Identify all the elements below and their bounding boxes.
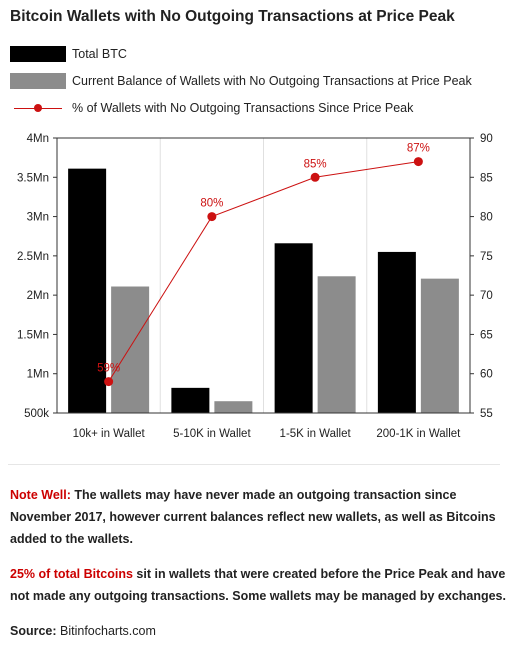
bar-total-btc [68,168,107,413]
percent-data-label: 80% [200,198,223,210]
legend-line-marker [10,101,66,115]
legend-item-total-btc: Total BTC [10,45,127,63]
y-right-tick-label: 80 [480,212,493,224]
note-text: The wallets may have never made an outgo… [10,488,496,546]
bar-total-btc [377,251,416,413]
y-right-tick-label: 90 [480,133,493,145]
bar-current-balance [317,276,356,413]
y-left-tick-label: 1Mn [27,369,49,381]
legend-item-current-balance: Current Balance of Wallets with No Outgo… [10,72,472,90]
legend-label: Total BTC [72,47,127,61]
note-paragraph: Note Well: The wallets may have never ma… [10,484,508,550]
y-right-tick-label: 75 [480,251,493,263]
note-label: Note Well: [10,488,71,502]
bar-total-btc [274,243,313,413]
source-label: Source: [10,624,57,638]
chart-area: 59% 80% 85% 87% 500k 1Mn 1.5Mn 2Mn 2.5Mn 3Mn 3.5Mn… [17,133,493,440]
y-left-tick-label: 3Mn [27,212,49,224]
source-line: Source: Bitinfocharts.com [10,620,508,642]
legend-label: % of Wallets with No Outgoing Transactio… [72,101,414,115]
y-right-tick-label: 55 [480,408,493,420]
percent-data-label: 87% [407,143,430,155]
y-left-tick-label: 3.5Mn [17,172,49,184]
legend-label: Current Balance of Wallets with No Outgo… [72,74,472,88]
y-left-tick-label: 1.5Mn [17,329,49,341]
percent-label: 25% of total Bitcoins [10,567,133,581]
x-category-label: 1-5K in Wallet [280,428,352,440]
y-left-tick-label: 500k [24,408,49,420]
y-right-tick-label: 85 [480,172,493,184]
divider [8,464,500,465]
percent-text: sit in wallets that were created before … [10,567,506,603]
percent-point [104,377,114,387]
bar-current-balance [214,401,253,413]
legend-swatch-gray [10,73,66,89]
legend-item-percent-line: % of Wallets with No Outgoing Transactio… [10,99,413,117]
bar-total-btc [171,387,210,413]
y-left-tick-label: 2.5Mn [17,251,49,263]
x-category-label: 5-10K in Wallet [173,428,251,440]
legend-swatch-black [10,46,66,62]
y-left-tick-label: 2Mn [27,290,49,302]
plot-frame [56,137,471,414]
bar-current-balance [111,286,150,413]
y-right-tick-label: 65 [480,329,493,341]
percent-data-label: 59% [97,363,120,375]
percent-point [413,157,423,167]
chart-title: Bitcoin Wallets with No Outgoing Transac… [10,8,455,25]
x-category-label: 10k+ in Wallet [73,428,146,440]
percent-point [207,212,217,222]
percent-point [310,172,320,182]
source-value: Bitinfocharts.com [56,624,156,638]
y-right-tick-label: 70 [480,290,493,302]
y-right-tick-label: 60 [480,369,493,381]
x-category-label: 200-1K in Wallet [376,428,461,440]
y-left-tick-label: 4Mn [27,133,49,145]
percent-data-label: 85% [304,158,327,170]
percent-paragraph: 25% of total Bitcoins sit in wallets tha… [10,563,508,607]
bar-current-balance [420,278,459,413]
percent-line [108,161,419,382]
